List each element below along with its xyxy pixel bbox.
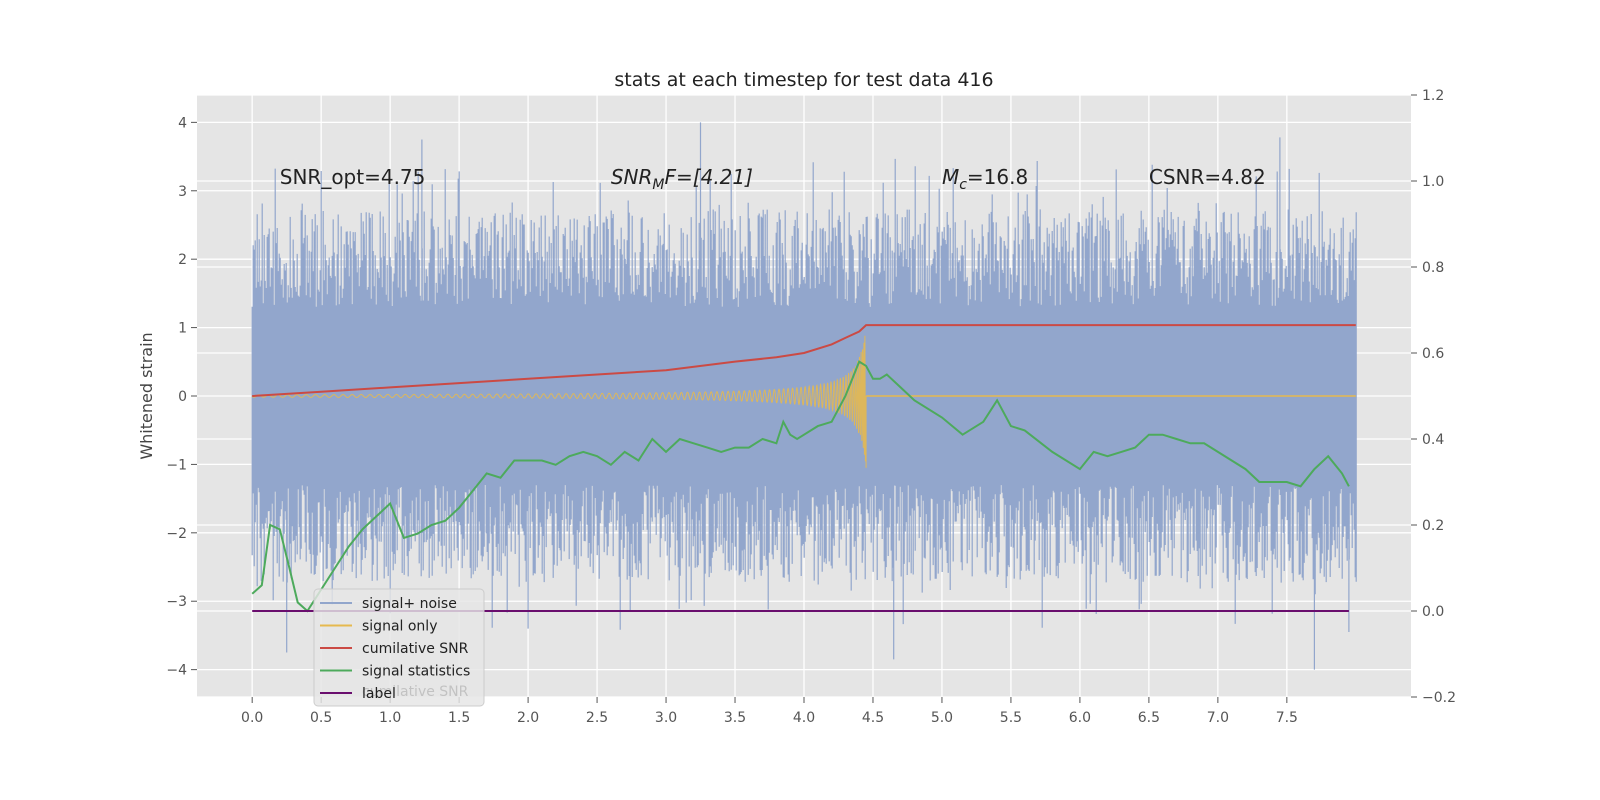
y-tick-label: −1: [166, 457, 187, 473]
x-tick-label: 0.0: [241, 710, 263, 726]
annotation-text: SNR_opt=4.75: [280, 165, 426, 189]
y-tick-label: 4: [178, 115, 187, 131]
x-tick-label: 5.0: [931, 710, 953, 726]
y-tick-label: 2: [178, 252, 187, 268]
legend-box: [313, 588, 485, 707]
y-tick-label: −2: [166, 526, 187, 542]
x-tick-label: 1.0: [379, 710, 401, 726]
y-tick-label: −4: [166, 663, 187, 679]
y2-tick-label: 0.0: [1422, 604, 1444, 620]
y2-tick-label: 1.0: [1422, 174, 1444, 190]
y2-tick-label: −0.2: [1422, 690, 1456, 706]
y-tick-label: 0: [178, 389, 187, 405]
x-tick-label: 1.5: [448, 710, 470, 726]
legend-label: signal only: [362, 619, 437, 635]
signal-plus-noise-series: [251, 122, 1357, 670]
annotation-text: Mc=16.8: [942, 165, 1028, 193]
x-tick-label: 3.0: [655, 710, 677, 726]
x-tick-label: 7.0: [1207, 710, 1229, 726]
legend-label: cumilative SNR: [362, 641, 469, 657]
signal-statistics-line: [251, 360, 1350, 613]
x-tick-label: 5.5: [1000, 710, 1022, 726]
legend-label: label: [362, 686, 396, 702]
y2-tick-label: 1.2: [1422, 88, 1444, 104]
y-tick-label: −3: [166, 594, 187, 610]
y2-tick-label: 0.4: [1422, 432, 1444, 448]
y2-tick-label: 0.2: [1422, 518, 1444, 534]
x-tick-label: 2.0: [517, 710, 539, 726]
x-tick-label: 4.5: [862, 710, 884, 726]
y-axis-label: Whitened strain: [137, 332, 156, 459]
y2-tick-label: 0.8: [1422, 260, 1444, 276]
y-tick-label: 1: [178, 321, 187, 337]
x-tick-label: 6.0: [1069, 710, 1091, 726]
x-tick-label: 0.5: [310, 710, 332, 726]
annotations: SNR_opt=4.75 SNRMF=[4.21] Mc=16.8 CSNR=4.82: [280, 165, 1266, 193]
x-tick-label: 2.5: [586, 710, 608, 726]
legend-label: signal statistics: [362, 664, 470, 680]
x-tick-label: 4.0: [793, 710, 815, 726]
y-tick-label: 3: [178, 184, 187, 200]
cumilative-SNR-line: [252, 324, 1356, 397]
y2-tick-label: 0.6: [1422, 346, 1444, 362]
annotation-text: CSNR=4.82: [1149, 165, 1266, 189]
x-tick-label: 7.5: [1276, 710, 1298, 726]
x-tick-label: 6.5: [1138, 710, 1160, 726]
annotation-text: SNRMF=[4.21]: [611, 165, 753, 193]
x-tick-label: 3.5: [724, 710, 746, 726]
chart-title: stats at each timestep for test data 416: [614, 69, 993, 91]
signal-only-trace: [251, 335, 867, 468]
axis-ticks: 0.0 0.5 1.0 1.5 2.0 2.5 3.0 3.5 4.0 4.5 5.0 5.5 6.0 6…: [166, 88, 1456, 726]
legend-label: signal+ noise: [362, 596, 457, 612]
signal-only-series: [251, 335, 1356, 468]
